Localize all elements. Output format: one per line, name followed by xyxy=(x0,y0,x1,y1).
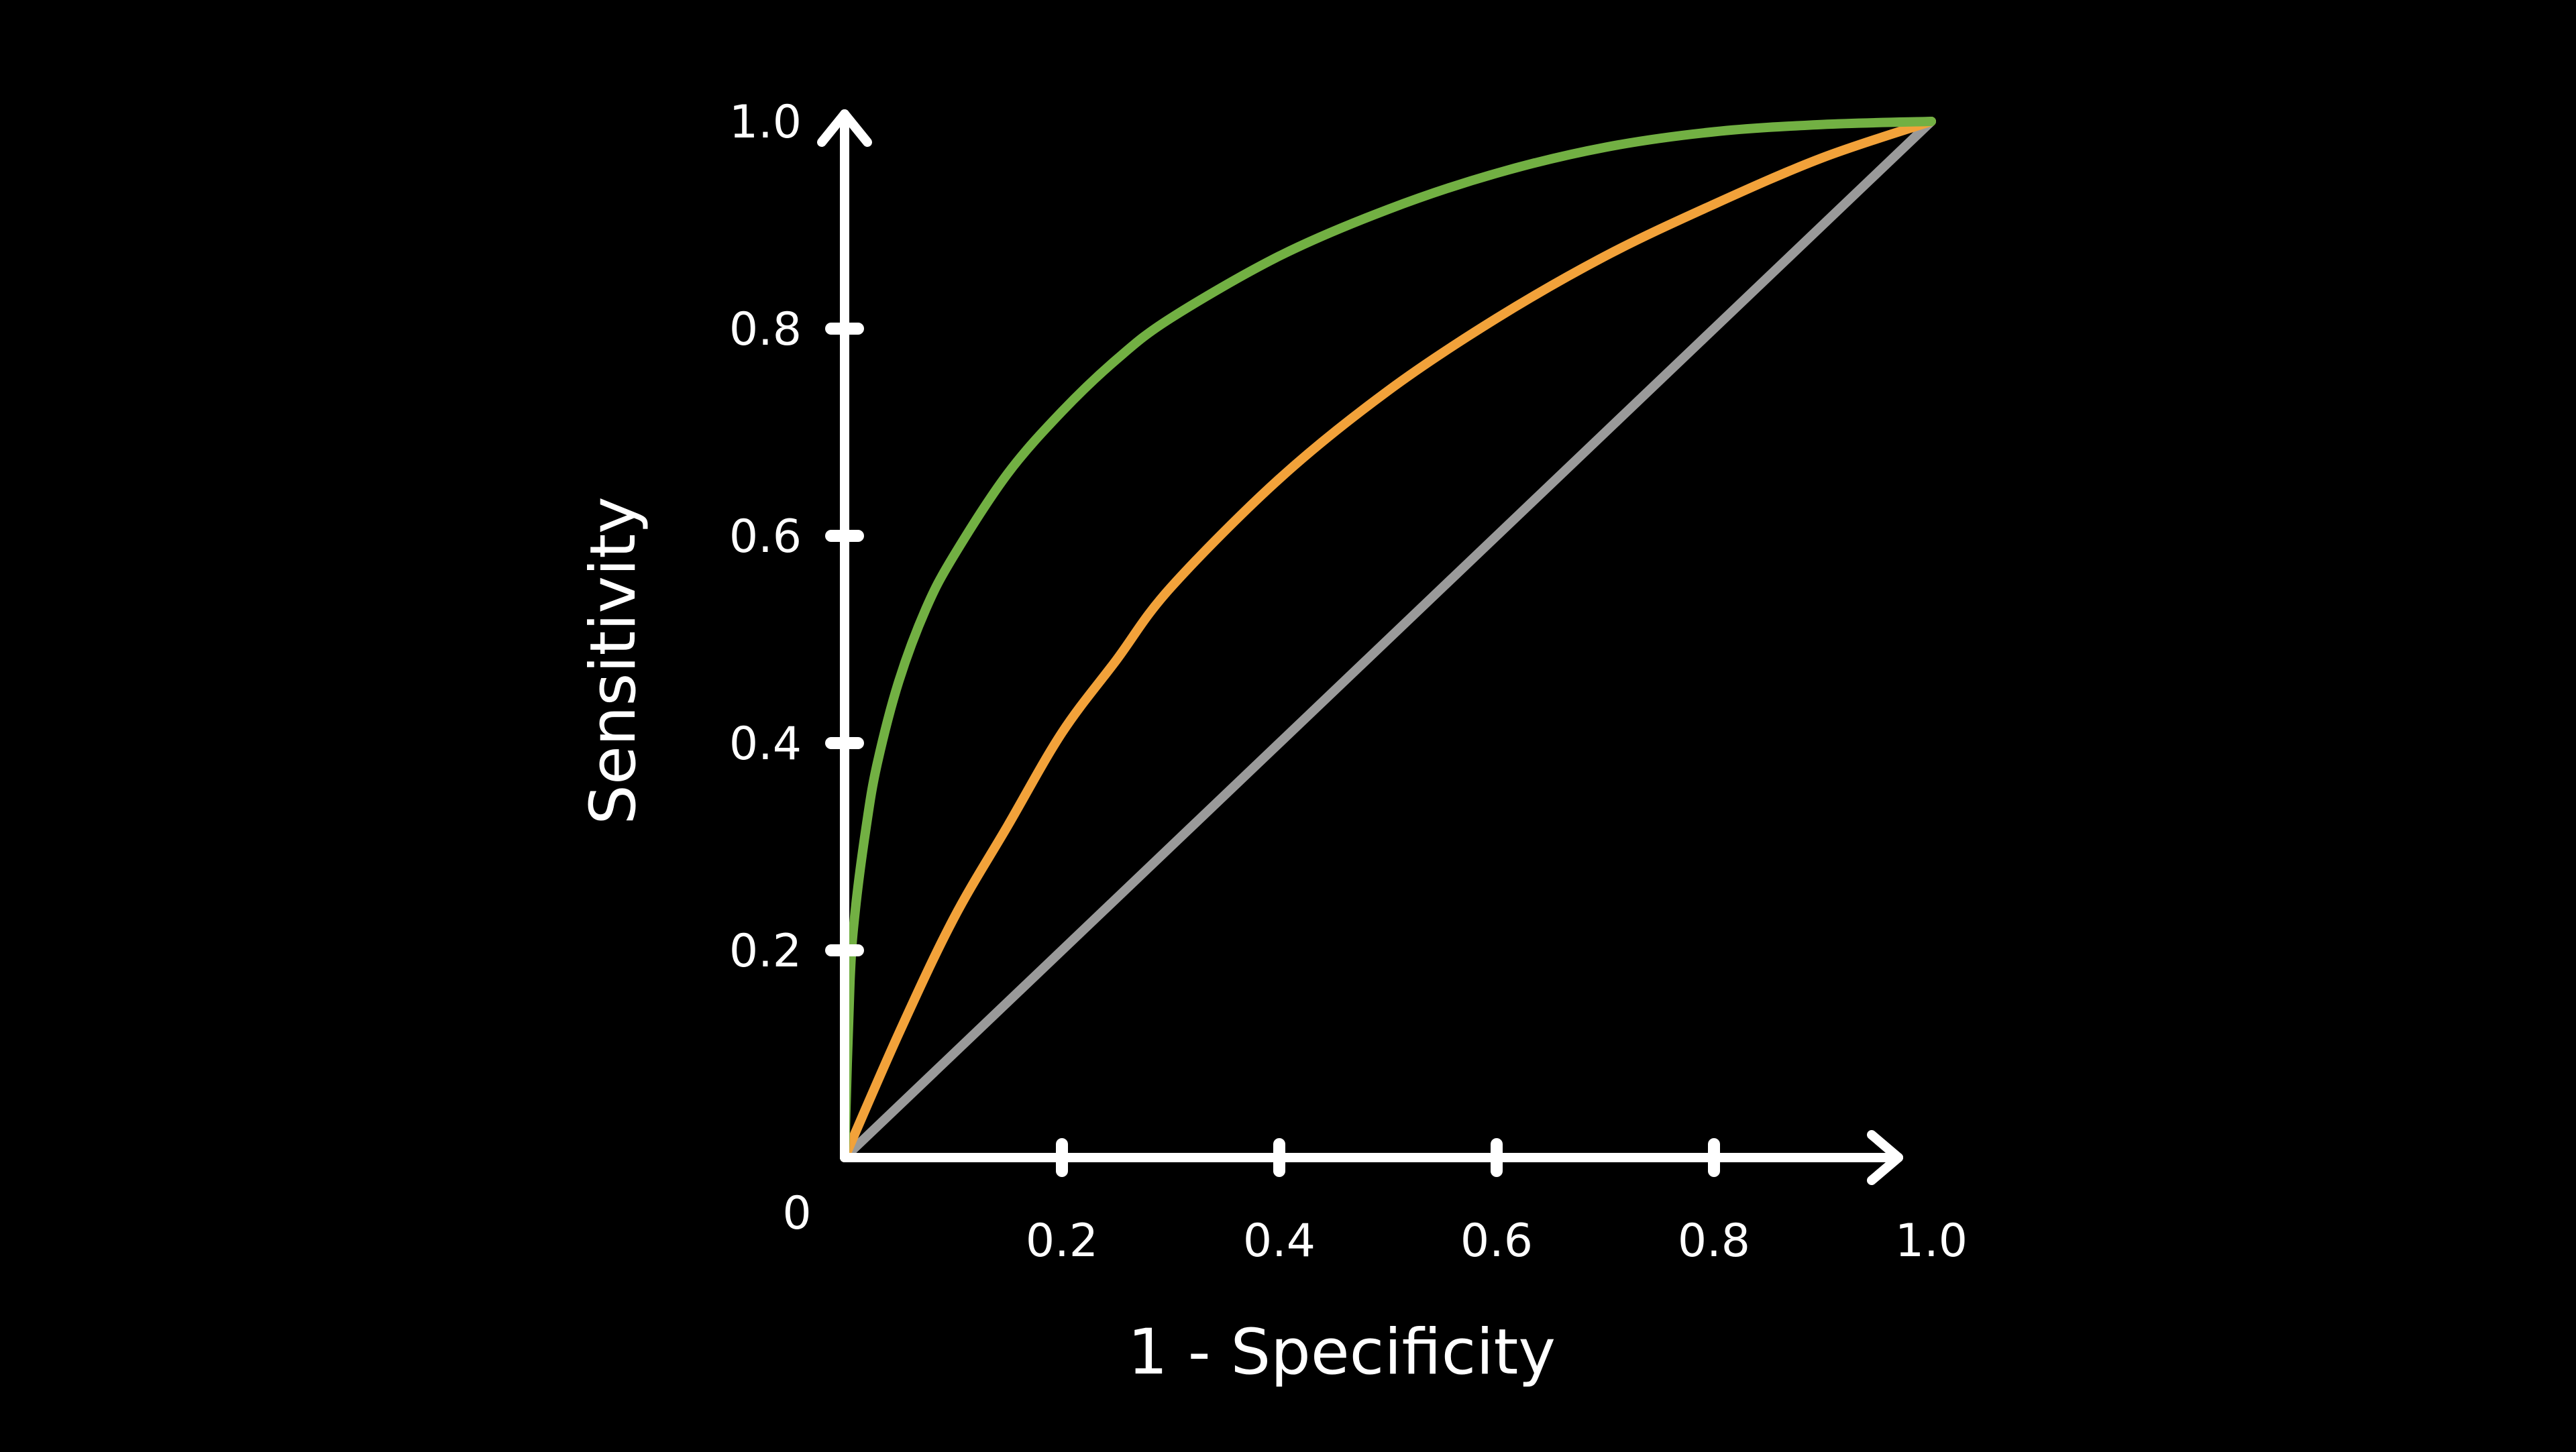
y-tick-label: 0.2 xyxy=(729,925,802,978)
y-tick-label: 1.0 xyxy=(729,96,802,149)
ticks-layer xyxy=(825,323,1720,1177)
curves-layer xyxy=(840,117,1936,1162)
series-line-green xyxy=(840,117,1936,1162)
axes-layer xyxy=(817,109,1903,1185)
labels-layer: 0.2 0.4 0.6 0.8 1.0 0.2 0.4 0.6 0.8 1.0 xyxy=(729,96,1968,1268)
series-line-orange xyxy=(840,117,1936,1162)
y-tick-label: 0.8 xyxy=(729,303,802,356)
origin-label: 0 xyxy=(782,1187,811,1240)
x-tick-label: 0.2 xyxy=(1026,1215,1098,1268)
y-tick-label: 0.6 xyxy=(729,510,802,563)
series-line-gray xyxy=(840,117,1936,1162)
x-tick-label: 0.4 xyxy=(1243,1215,1316,1268)
y-tick-label: 0.4 xyxy=(729,718,802,771)
y-axis-arrow-icon xyxy=(817,109,872,147)
x-axis-label: 1 - Specificity xyxy=(1128,1316,1556,1389)
x-tick-label: 0.6 xyxy=(1460,1215,1533,1268)
x-tick-label: 0.8 xyxy=(1678,1215,1750,1268)
x-tick-label: 1.0 xyxy=(1895,1215,1968,1268)
x-axis-arrow-icon xyxy=(1867,1130,1903,1185)
y-axis-label: Sensitivity xyxy=(577,496,650,824)
